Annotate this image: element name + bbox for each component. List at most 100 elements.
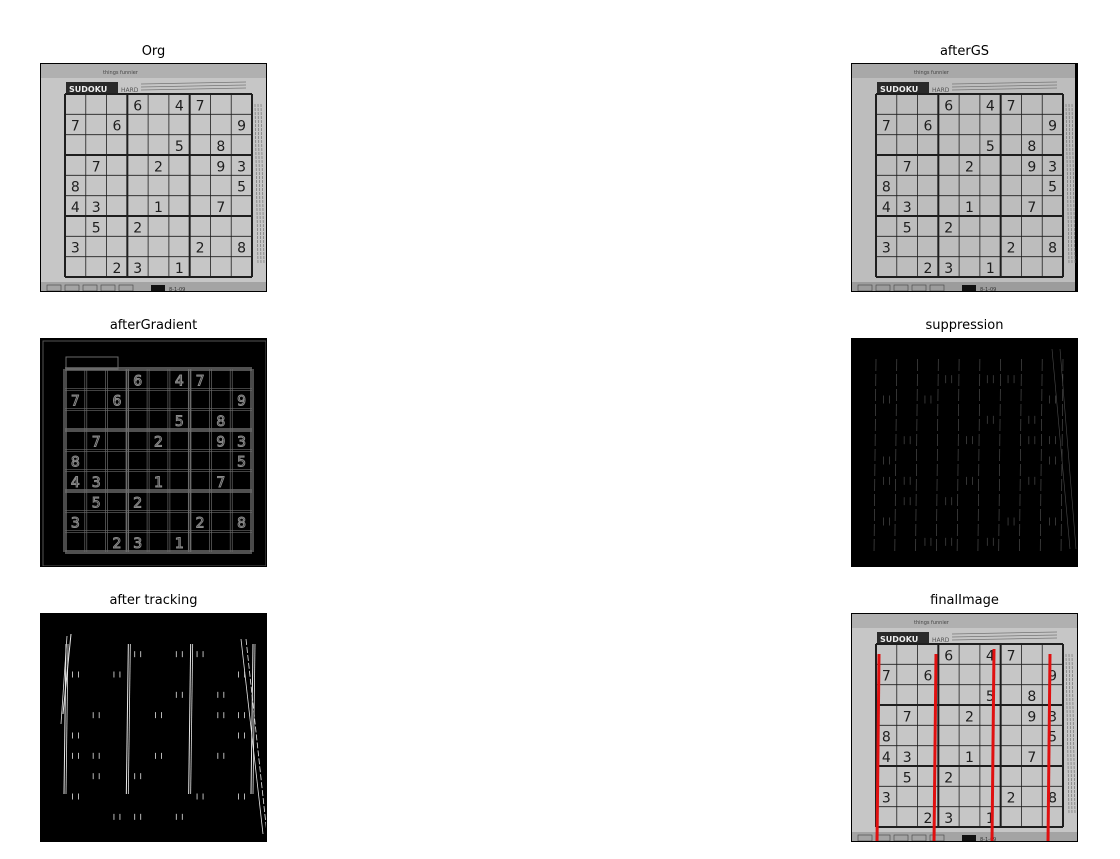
sudoku-digit: 8 (1027, 689, 1036, 705)
sudoku-digit: 7 (1027, 750, 1036, 766)
sudoku-level-label: HARD (932, 87, 950, 94)
gradient-digit: 8 (71, 455, 80, 471)
gradient-digit: 5 (175, 414, 184, 430)
sudoku-digit: 6 (923, 119, 932, 135)
sudoku-digit: 8 (237, 241, 246, 257)
sudoku-digit: 2 (944, 220, 953, 236)
sudoku-digit: 3 (92, 200, 101, 216)
panel-title-after-tracking: after tracking (109, 593, 198, 608)
sudoku-digit: 1 (965, 200, 974, 216)
sudoku-digit: 1 (154, 200, 163, 216)
gradient-digit: 2 (154, 434, 163, 450)
gradient-digit: 4 (71, 475, 80, 491)
sudoku-digit: 7 (196, 98, 205, 114)
sudoku-level-label: HARD (932, 637, 950, 644)
gradient-digit: 3 (133, 536, 142, 552)
sudoku-footer-code: 8-1-09 (980, 837, 996, 842)
sudoku-digit: 4 (986, 98, 995, 114)
sudoku-digit: 9 (1027, 159, 1036, 175)
panel-title-finalimage: finalImage (930, 593, 999, 608)
sudoku-digit: 5 (175, 139, 184, 155)
sudoku-digit: 8 (1048, 241, 1057, 257)
sudoku-digit: 4 (986, 648, 995, 664)
gradient-digit: 1 (175, 536, 184, 552)
sudoku-digit: 4 (882, 200, 891, 216)
sudoku-digit: 3 (944, 811, 953, 827)
sudoku-digit: 3 (1048, 159, 1057, 175)
gradient-digit: 3 (92, 475, 101, 491)
sudoku-digit: 6 (944, 648, 953, 664)
gradient-digit: 6 (133, 373, 142, 389)
sudoku-digit: 2 (112, 261, 121, 277)
sudoku-intro-text: things funnier (914, 70, 950, 76)
sudoku-digit: 7 (1027, 200, 1036, 216)
sudoku-digit: 2 (944, 770, 953, 786)
sudoku-digit: 2 (923, 261, 932, 277)
sudoku-digit: 2 (133, 220, 142, 236)
panel-after-tracking-image (40, 613, 267, 842)
gradient-digit: 8 (237, 516, 246, 532)
gradient-digit: 2 (196, 516, 205, 532)
gradient-digit: 9 (237, 394, 246, 410)
gradient-digit: 9 (216, 434, 225, 450)
sudoku-digit: 4 (175, 98, 184, 114)
sudoku-digit: 3 (882, 791, 891, 807)
sudoku-digit: 1 (986, 811, 995, 827)
sudoku-digit: 2 (923, 811, 932, 827)
sudoku-digit: 5 (986, 689, 995, 705)
sudoku-intro-text: things funnier (914, 620, 950, 626)
sudoku-digit: 4 (882, 750, 891, 766)
sudoku-digit: 3 (1048, 709, 1057, 725)
hough-line (875, 653, 881, 841)
sudoku-digit: 3 (237, 159, 246, 175)
sudoku-digit: 7 (903, 159, 912, 175)
gradient-digit: 2 (112, 536, 121, 552)
gradient-digit: 4 (175, 373, 184, 389)
sudoku-digit: 2 (1007, 241, 1016, 257)
sudoku-digit: 1 (986, 261, 995, 277)
sudoku-digit: 6 (923, 669, 932, 685)
gradient-digit: 7 (71, 394, 80, 410)
sudoku-digit: 8 (882, 180, 891, 196)
sudoku-footer-code: 8-1-09 (980, 287, 996, 292)
sudoku-digit: 7 (1007, 98, 1016, 114)
hough-line (990, 648, 996, 841)
sudoku-digit: 5 (92, 220, 101, 236)
panel-suppression-image (851, 338, 1078, 567)
sudoku-digit: 2 (154, 159, 163, 175)
sudoku-header-label: SUDOKU (69, 85, 107, 94)
gradient-digit: 5 (237, 455, 246, 471)
gradient-digit: 1 (154, 475, 163, 491)
hough-line (1046, 653, 1052, 841)
sudoku-digit: 5 (903, 220, 912, 236)
sudoku-digit: 7 (71, 119, 80, 135)
sudoku-intro-text: things funnier (103, 70, 139, 76)
sudoku-digit: 5 (237, 180, 246, 196)
gradient-digit: 3 (237, 434, 246, 450)
sudoku-digit: 2 (196, 241, 205, 257)
sudoku-digit: 3 (903, 200, 912, 216)
sudoku-digit: 9 (1027, 709, 1036, 725)
gradient-digit: 7 (92, 434, 101, 450)
sudoku-level-label: HARD (121, 87, 139, 94)
sudoku-digit: 7 (92, 159, 101, 175)
sudoku-digit: 4 (71, 200, 80, 216)
sudoku-header-label: SUDOKU (880, 85, 918, 94)
panel-title-aftergs: afterGS (939, 44, 990, 59)
sudoku-header-label: SUDOKU (880, 635, 918, 644)
gradient-digit: 3 (71, 516, 80, 532)
sudoku-digit: 3 (903, 750, 912, 766)
gradient-digit: 5 (92, 495, 101, 511)
hough-line (932, 653, 938, 841)
sudoku-digit: 3 (882, 241, 891, 257)
sudoku-digit: 1 (965, 750, 974, 766)
sudoku-digit: 8 (1027, 139, 1036, 155)
sudoku-digit: 8 (882, 730, 891, 746)
sudoku-digit: 7 (903, 709, 912, 725)
panel-title-suppression: suppression (925, 318, 1004, 333)
sudoku-digit: 3 (944, 261, 953, 277)
sudoku-digit: 3 (133, 261, 142, 277)
panel-title-org: Org (141, 44, 166, 59)
sudoku-digit: 7 (1007, 648, 1016, 664)
